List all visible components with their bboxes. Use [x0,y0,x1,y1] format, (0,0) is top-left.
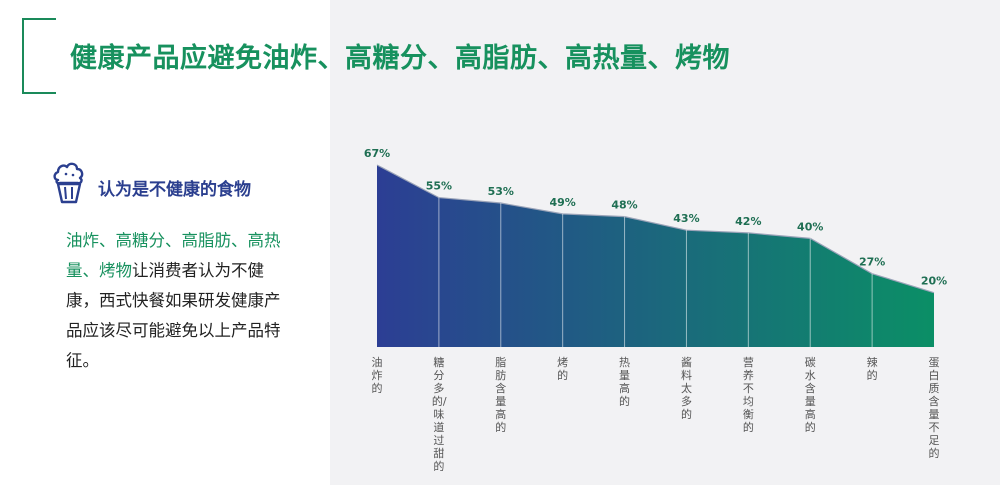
category-label: 营养不均衡的 [742,356,754,434]
category-label: 酱料太多的 [680,356,692,421]
chart-top-line [376,164,935,294]
value-label: 48% [611,199,637,212]
value-label: 53% [488,185,514,198]
category-label: 蛋白质含量不足的 [928,356,940,460]
chart-area [377,165,934,347]
value-label: 55% [426,180,452,193]
category-label: 烤的 [557,356,569,382]
description-rest: 让消费者认为不健康，西式快餐如果研发健康产品应该尽可能避免以上产品特征。 [66,261,281,370]
value-label: 20% [921,275,947,288]
description-text: 油炸、高糖分、高脂肪、高热量、烤物让消费者认为不健康，西式快餐如果研发健康产品应… [66,226,286,376]
category-label: 辣的 [866,356,878,382]
page-title: 健康产品应避免油炸、高糖分、高脂肪、高热量、烤物 [70,43,730,74]
category-label: 热量高的 [619,356,631,408]
value-label: 27% [859,256,885,269]
value-label: 49% [549,196,575,209]
value-label: 42% [735,215,761,228]
description-highlight: 油炸、高糖分、高脂肪、高热量、烤物 [66,231,281,280]
cupcake-icon [50,160,88,206]
side-heading: 认为是不健康的食物 [98,180,251,200]
value-label: 67% [364,147,390,160]
title-bracket-decoration [22,18,56,94]
value-label: 43% [673,212,699,225]
value-label: 40% [797,220,823,233]
category-label: 脂肪含量高的 [495,356,507,434]
area-chart: 67% 55% 53% 49% 48% 43% 42% 40% 27% 20% [364,147,947,347]
category-label: 碳水含量高的 [804,356,816,434]
category-label: 油炸的 [371,356,383,395]
category-label: 糖分多的/味道过甜的 [431,356,447,473]
